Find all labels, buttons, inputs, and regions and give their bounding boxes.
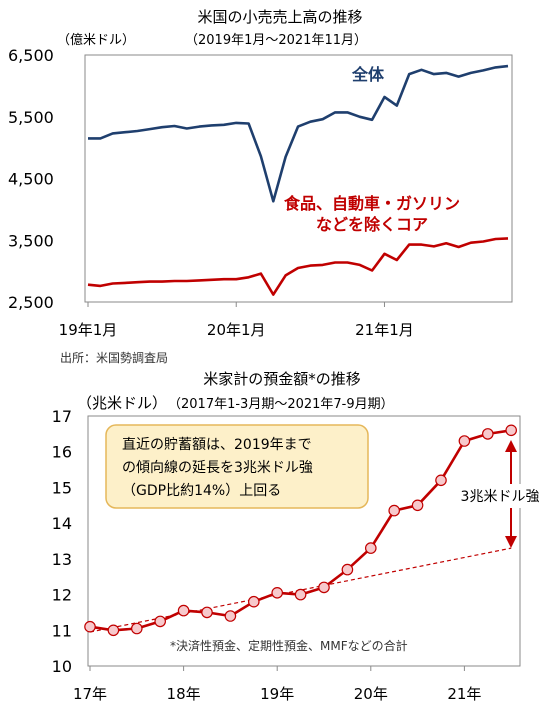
chart-2-y-tick-label: 13 bbox=[52, 550, 72, 569]
chart-1-series-label-core-line2: などを除くコア bbox=[316, 215, 428, 234]
chart-1-subtitle: （2019年1月～2021年11月） bbox=[185, 33, 367, 48]
chart-1-plot-area bbox=[84, 54, 513, 303]
chart-1-y-tick-label: 2,500 bbox=[8, 293, 54, 312]
chart-1: 米国の小売売上高の推移 （2019年1月～2021年11月） （億米ドル） 6,… bbox=[8, 8, 513, 365]
chart-2-point bbox=[224, 610, 237, 622]
chart-1-series bbox=[87, 64, 509, 296]
chart-2-point bbox=[131, 622, 143, 635]
chart-2-point bbox=[364, 542, 377, 554]
chart-1-x-tick-label: 19年1月 bbox=[59, 321, 118, 339]
chart-1-y-tick-label: 3,500 bbox=[8, 231, 54, 250]
annotation-line-1: 直近の貯蓄額は、2019年まで bbox=[122, 436, 312, 453]
chart-2-y-tick-label: 15 bbox=[52, 478, 72, 497]
chart-2-plot-area bbox=[87, 415, 521, 667]
chart-1-x-ticks: 19年1月 20年1月 21年1月 bbox=[59, 302, 414, 339]
chart-1-x-tick-label: 20年1月 bbox=[207, 321, 266, 339]
chart-1-y-tick-label: 6,500 bbox=[8, 46, 54, 65]
chart-2: 米家計の預金額*の推移 （兆米ドル） （2017年1-3月期～2021年7-9月… bbox=[52, 370, 547, 703]
chart-2-title: 米家計の預金額*の推移 bbox=[203, 370, 361, 388]
chart-2-x-tick-label: 20年 bbox=[354, 685, 388, 703]
chart-2-subtitle: （2017年1-3月期～2021年7-9月期） bbox=[168, 397, 394, 412]
chart-2-point bbox=[458, 435, 471, 447]
chart-1-series-label-core-line1: 食品、自動車・ガソリン bbox=[283, 194, 460, 213]
annotation-line-3: （GDP比約14%）上回る bbox=[122, 483, 281, 499]
chart-2-x-tick-label: 19年 bbox=[260, 685, 294, 703]
annotation-line-2: の傾向線の延長を3兆米ドル強 bbox=[122, 460, 313, 476]
chart-2-point bbox=[107, 624, 120, 637]
chart-1-y-unit: （億米ドル） bbox=[57, 32, 135, 48]
chart-2-point bbox=[411, 499, 424, 512]
chart-2-y-tick-label: 12 bbox=[52, 586, 72, 605]
chart-1-x-tick-label: 21年1月 bbox=[355, 321, 414, 339]
chart-2-x-tick-label: 21年 bbox=[447, 685, 481, 703]
chart-1-series-label-total: 全体 bbox=[351, 65, 385, 84]
chart-2-point bbox=[481, 428, 494, 440]
chart-2-y-tick-label: 10 bbox=[52, 657, 72, 676]
chart-1-line-core bbox=[87, 237, 509, 296]
chart-1-y-tick-label: 4,500 bbox=[8, 170, 54, 189]
chart-2-point bbox=[294, 588, 307, 601]
annotation-box bbox=[105, 424, 369, 509]
chart-1-source: 出所：米国勢調査局 bbox=[60, 350, 168, 365]
chart-2-x-tick-label: 18年 bbox=[167, 685, 201, 703]
chart-2-point bbox=[505, 424, 517, 437]
chart-2-point bbox=[248, 595, 260, 608]
chart-2-footnote: *決済性預金、定期性預金、MMFなどの合計 bbox=[170, 638, 408, 653]
chart-2-y-tick-label: 16 bbox=[52, 443, 72, 462]
chart-2-point bbox=[435, 474, 447, 487]
chart-2-x-ticks: 17年 18年 19年 20年 21年 bbox=[73, 666, 481, 703]
chart-2-y-tick-label: 14 bbox=[52, 514, 72, 533]
chart-2-point bbox=[271, 586, 283, 599]
chart-2-y-unit: （兆米ドル） bbox=[77, 394, 167, 412]
gap-label: 3兆米ドル強 bbox=[461, 489, 540, 505]
chart-2-point bbox=[341, 563, 354, 576]
chart-2-series bbox=[84, 424, 517, 637]
chart-2-point bbox=[388, 504, 400, 517]
chart-2-point bbox=[177, 604, 190, 617]
chart-2-point bbox=[201, 606, 213, 619]
chart-1-title: 米国の小売売上高の推移 bbox=[197, 8, 362, 26]
chart-1-y-ticks: 6,500 5,500 4,500 3,500 2,500 bbox=[8, 46, 54, 312]
chart-2-y-ticks: 17 16 15 14 13 12 11 10 bbox=[52, 407, 72, 676]
chart-1-y-tick-label: 5,500 bbox=[8, 108, 54, 127]
chart-2-x-tick-label: 17年 bbox=[73, 685, 107, 703]
gap-label-box bbox=[453, 484, 547, 508]
chart-2-point bbox=[154, 615, 166, 628]
chart-2-point bbox=[84, 620, 96, 633]
chart-2-point bbox=[318, 581, 330, 594]
chart-2-y-tick-label: 17 bbox=[52, 407, 72, 426]
chart-1-line-total bbox=[88, 64, 509, 203]
chart-2-y-tick-label: 11 bbox=[52, 621, 72, 640]
